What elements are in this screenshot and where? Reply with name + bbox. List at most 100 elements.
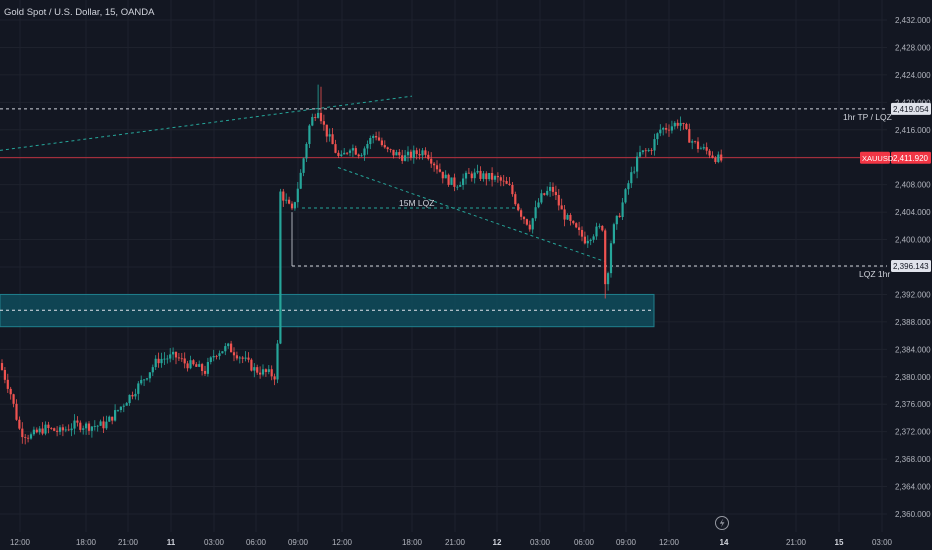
candle-body[interactable]	[35, 429, 38, 433]
candle-body[interactable]	[438, 169, 441, 172]
candle-body[interactable]	[357, 154, 360, 157]
candle-body[interactable]	[363, 148, 366, 156]
candle-body[interactable]	[148, 372, 151, 379]
candle-body[interactable]	[12, 394, 15, 404]
candle-body[interactable]	[302, 158, 305, 173]
candle-body[interactable]	[296, 188, 299, 203]
candle-body[interactable]	[531, 218, 534, 230]
candle-body[interactable]	[317, 112, 320, 118]
candle-body[interactable]	[67, 429, 70, 431]
candle-body[interactable]	[203, 370, 207, 374]
candle-body[interactable]	[346, 152, 349, 154]
candle-body[interactable]	[241, 357, 244, 359]
lightning-icon[interactable]	[715, 516, 729, 530]
drawing-lines[interactable]	[0, 95, 887, 267]
candle-body[interactable]	[650, 150, 653, 151]
candle-body[interactable]	[375, 136, 378, 138]
candle-body[interactable]	[380, 140, 383, 146]
candle-body[interactable]	[24, 437, 27, 438]
candle-body[interactable]	[412, 150, 415, 158]
candle-body[interactable]	[337, 152, 340, 156]
candle-body[interactable]	[549, 186, 552, 191]
candle-body[interactable]	[418, 154, 421, 156]
candle-body[interactable]	[566, 215, 569, 220]
candle-body[interactable]	[82, 428, 85, 430]
price-label-box[interactable]	[891, 151, 931, 164]
candle-body[interactable]	[177, 357, 180, 359]
candle-body[interactable]	[151, 367, 154, 373]
candle-body[interactable]	[27, 437, 30, 439]
candle-body[interactable]	[93, 426, 96, 427]
candle-body[interactable]	[334, 144, 337, 153]
candle-body[interactable]	[128, 394, 131, 404]
candle-body[interactable]	[273, 376, 276, 380]
candle-body[interactable]	[453, 177, 456, 187]
candle-body[interactable]	[711, 155, 714, 158]
candle-body[interactable]	[108, 416, 111, 422]
candle-body[interactable]	[630, 172, 633, 184]
candle-body[interactable]	[186, 363, 189, 369]
candle-body[interactable]	[174, 351, 178, 358]
symbol-tag[interactable]	[860, 151, 890, 164]
candle-body[interactable]	[47, 424, 50, 429]
candle-body[interactable]	[259, 372, 262, 375]
candle-body[interactable]	[348, 150, 352, 153]
candle-body[interactable]	[247, 357, 250, 360]
candle-body[interactable]	[386, 147, 389, 150]
candle-body[interactable]	[256, 367, 259, 373]
candle-body[interactable]	[578, 227, 581, 231]
candle-body[interactable]	[160, 358, 163, 364]
candle-body[interactable]	[546, 190, 549, 195]
candle-body[interactable]	[73, 420, 76, 429]
candle-body[interactable]	[679, 122, 682, 126]
candle-body[interactable]	[543, 193, 546, 195]
candle-body[interactable]	[32, 429, 35, 435]
candle-body[interactable]	[64, 429, 67, 431]
candle-body[interactable]	[589, 239, 592, 241]
candle-body[interactable]	[201, 364, 204, 371]
candle-body[interactable]	[325, 124, 328, 137]
candle-body[interactable]	[137, 383, 140, 394]
candle-body[interactable]	[493, 176, 497, 180]
candle-body[interactable]	[696, 141, 700, 149]
candle-body[interactable]	[427, 154, 430, 159]
trendline-lower[interactable]	[337, 167, 606, 262]
candle-body[interactable]	[462, 178, 465, 186]
candles[interactable]	[0, 84, 723, 445]
candle-body[interactable]	[659, 129, 662, 134]
candle-body[interactable]	[215, 355, 218, 357]
candle-body[interactable]	[563, 209, 566, 220]
candle-body[interactable]	[366, 144, 369, 149]
candle-body[interactable]	[656, 133, 659, 140]
candle-body[interactable]	[592, 236, 595, 240]
candle-body[interactable]	[467, 172, 470, 174]
candle-body[interactable]	[87, 423, 91, 431]
candle-body[interactable]	[491, 172, 494, 180]
candle-body[interactable]	[314, 117, 317, 118]
candle-body[interactable]	[377, 137, 381, 141]
candle-body[interactable]	[79, 422, 82, 430]
candle-body[interactable]	[615, 215, 618, 225]
candle-body[interactable]	[583, 236, 586, 244]
candle-body[interactable]	[331, 134, 334, 145]
candle-body[interactable]	[598, 225, 601, 227]
candle-body[interactable]	[264, 369, 267, 372]
candle-body[interactable]	[641, 150, 644, 153]
candle-body[interactable]	[459, 185, 462, 187]
candle-body[interactable]	[230, 343, 233, 353]
candle-body[interactable]	[398, 152, 401, 156]
candle-body[interactable]	[76, 420, 79, 423]
candle-body[interactable]	[621, 202, 624, 218]
candle-body[interactable]	[633, 171, 636, 173]
candle-body[interactable]	[261, 369, 265, 375]
candle-body[interactable]	[401, 155, 404, 161]
candle-body[interactable]	[122, 405, 125, 407]
candle-body[interactable]	[540, 193, 543, 203]
candle-body[interactable]	[206, 362, 209, 374]
candle-body[interactable]	[609, 243, 613, 274]
candle-body[interactable]	[6, 379, 9, 389]
candle-body[interactable]	[38, 428, 41, 433]
candle-body[interactable]	[514, 194, 517, 205]
candle-body[interactable]	[473, 172, 476, 179]
